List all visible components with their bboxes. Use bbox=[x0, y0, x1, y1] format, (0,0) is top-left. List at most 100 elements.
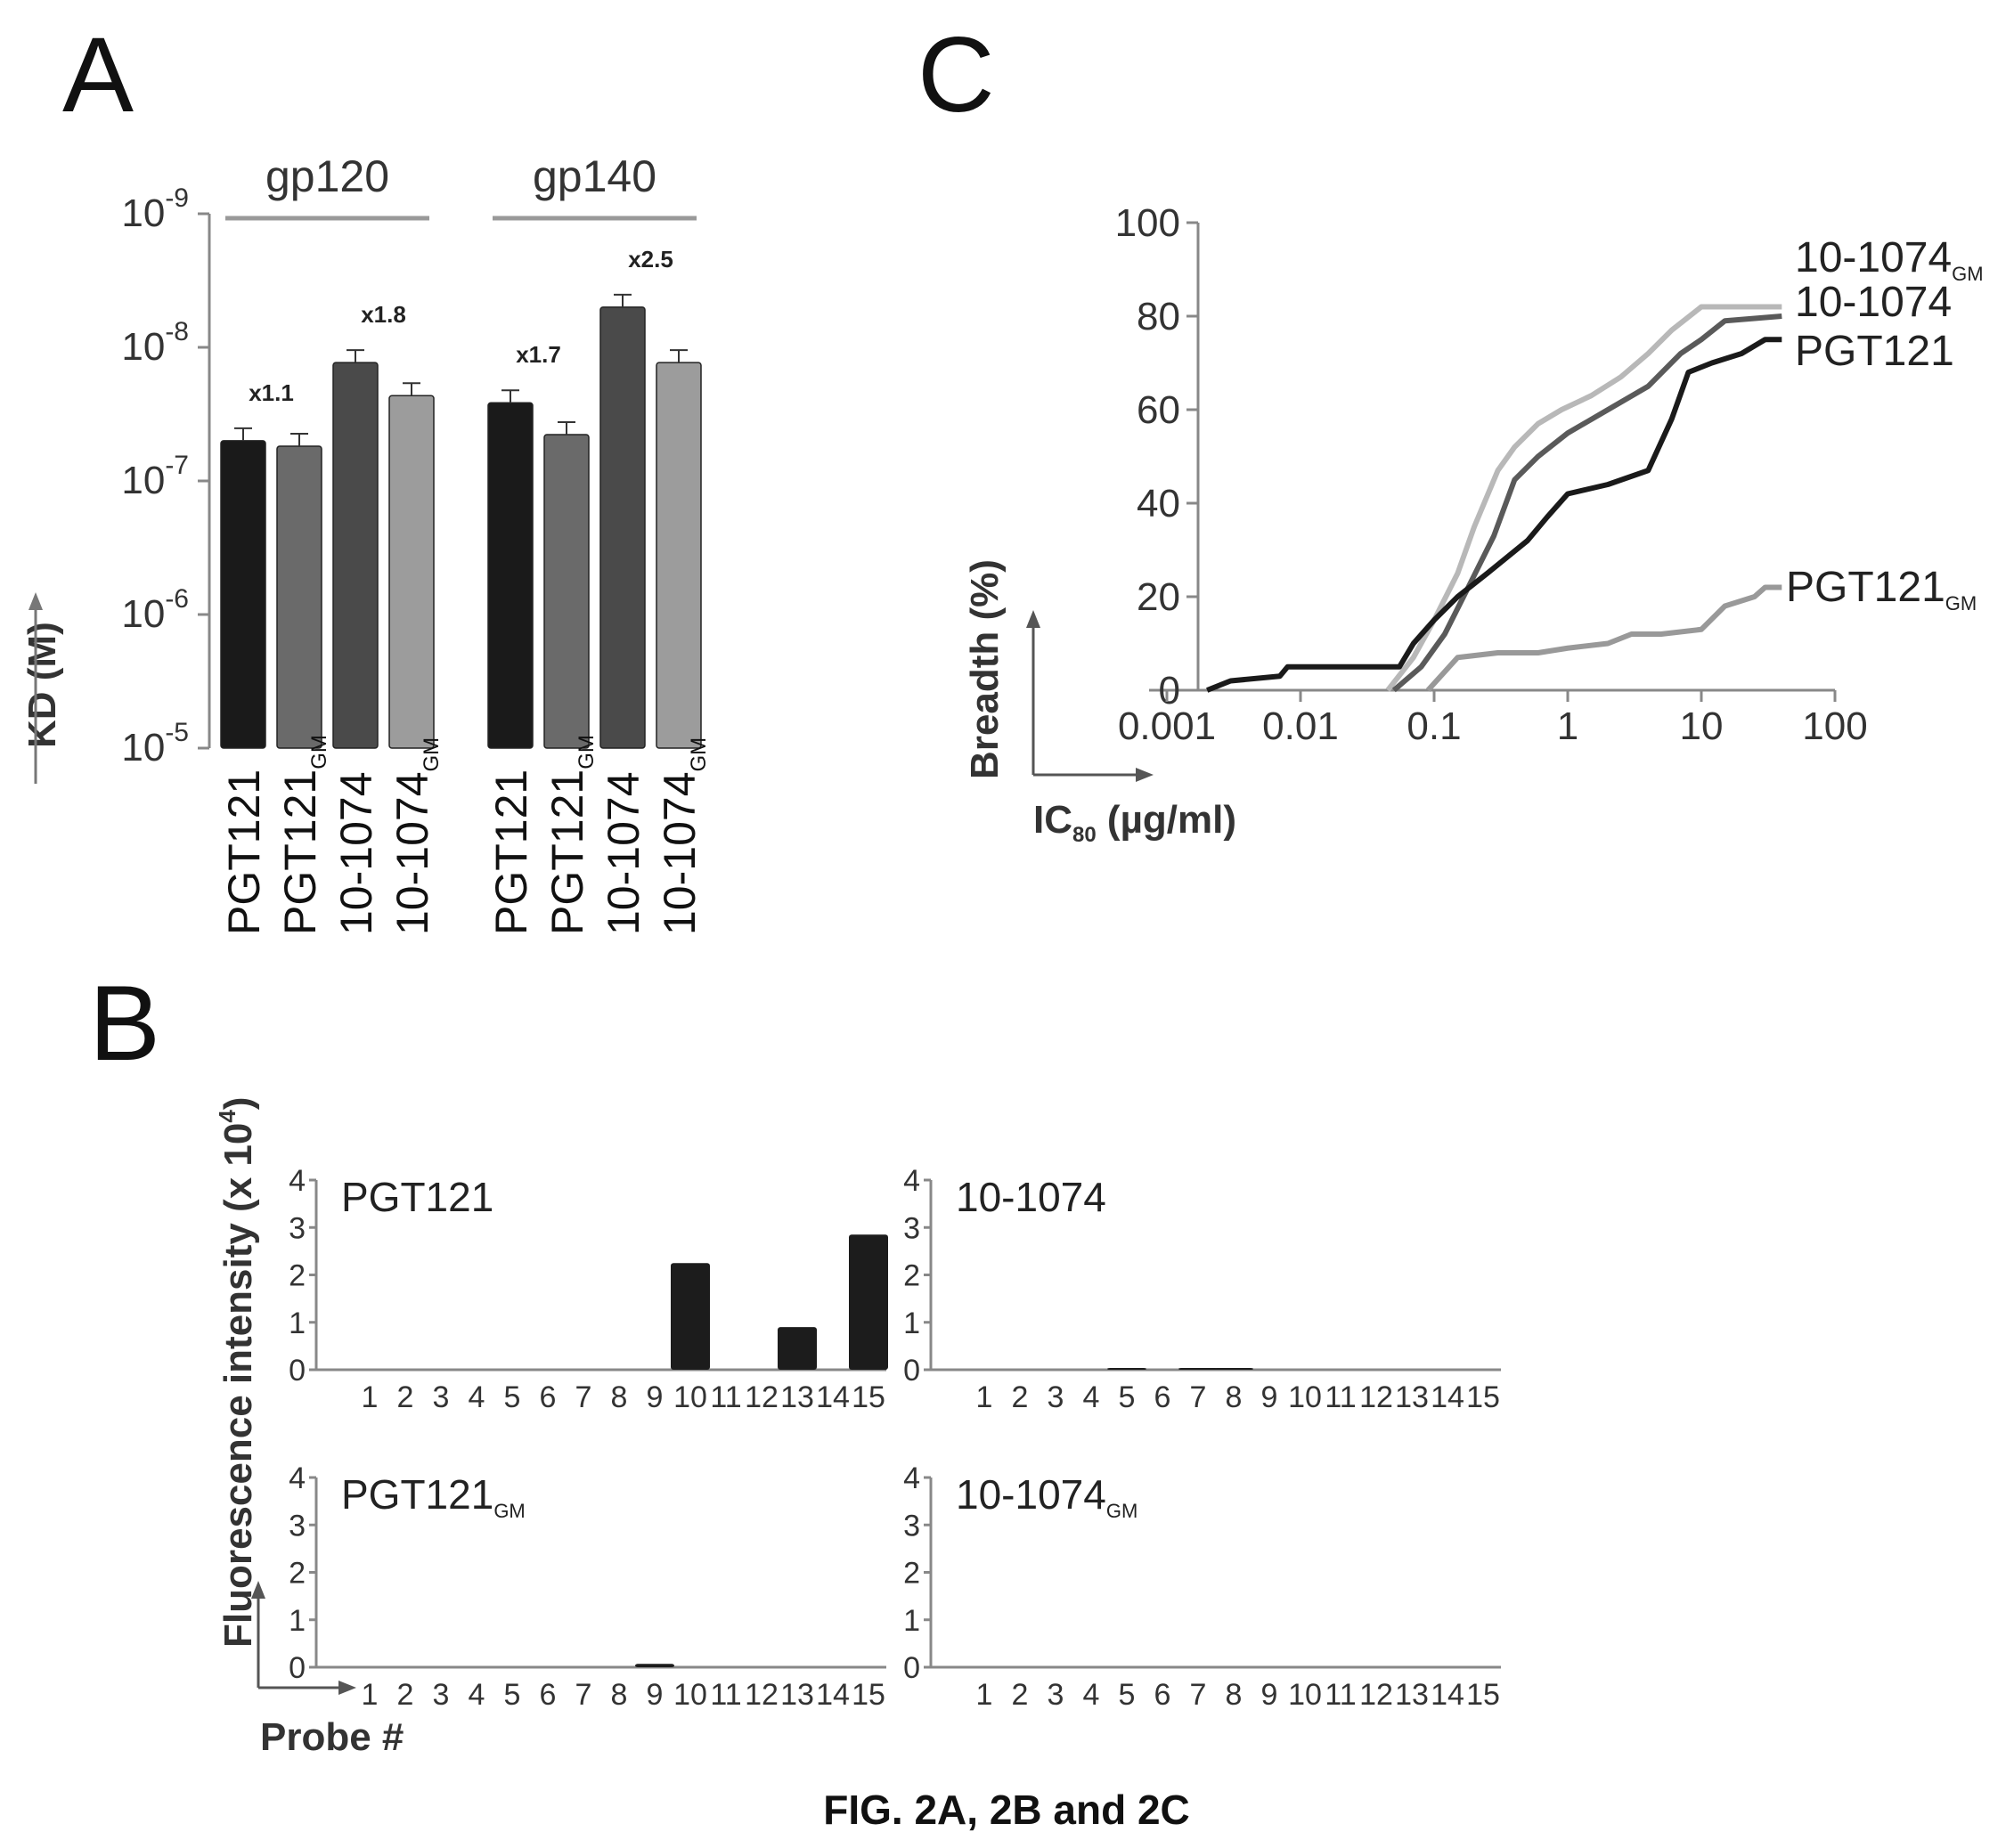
panel-a-y-tick-base: 10 bbox=[121, 191, 165, 235]
panel-a-category-name: PGT121 bbox=[219, 769, 269, 935]
panel-a-bar bbox=[220, 440, 266, 749]
panel-b-bar bbox=[849, 1234, 888, 1370]
panel-a-category-sub: GM bbox=[687, 737, 711, 772]
panel-b-y-tick-label: 3 bbox=[289, 1211, 306, 1245]
panel-b-x-tick-label: 7 bbox=[1190, 1380, 1207, 1414]
panel-b-x-tick-label: 10 bbox=[1288, 1678, 1322, 1712]
panel-c-series-label: PGT121 bbox=[1795, 328, 1954, 375]
panel-a-bar bbox=[656, 362, 702, 749]
panel-b-y-tick-label: 2 bbox=[289, 1259, 306, 1293]
panel-a-category-label: PGT121 bbox=[219, 769, 269, 935]
panel-b-xlabel: Probe # bbox=[260, 1715, 404, 1759]
panel-a-y-tick-base: 10 bbox=[121, 325, 165, 369]
panel-a-letter: A bbox=[62, 15, 134, 134]
panel-c-x-tick-label: 0.001 bbox=[1118, 704, 1216, 748]
panel-a-y-tick-exp: -9 bbox=[165, 183, 189, 213]
panel-a-category-label: 10-1074GM bbox=[655, 737, 711, 935]
panel-b-subplot-name: 10-1074 bbox=[956, 1174, 1106, 1220]
panel-b-x-tick-label: 3 bbox=[1048, 1678, 1064, 1712]
panel-b-subplot-title: PGT121GM bbox=[341, 1471, 526, 1522]
panel-b-subplot-title: 10-1074 bbox=[956, 1174, 1106, 1220]
panel-b-x-tick-label: 9 bbox=[1261, 1678, 1278, 1712]
panel-a-category-sub: GM bbox=[575, 735, 599, 769]
panel-c-y-tick-label: 0 bbox=[1159, 669, 1180, 712]
panel-b-ylabel-exp: 4 bbox=[214, 1110, 241, 1123]
panel-c-y-tick-label: 100 bbox=[1115, 201, 1180, 245]
panel-c-y-tick-label: 60 bbox=[1137, 388, 1180, 432]
panel-c-series-sub: GM bbox=[1945, 592, 1977, 615]
panel-b-y-tick-label: 3 bbox=[903, 1211, 920, 1245]
panel-c-series-name: PGT121 bbox=[1795, 328, 1954, 375]
panel-b-x-tick-label: 8 bbox=[611, 1380, 628, 1414]
panel-a-y-tick-base: 10 bbox=[121, 726, 165, 769]
panel-b-x-tick-label: 2 bbox=[1012, 1380, 1029, 1414]
panel-b-y-tick-label: 2 bbox=[289, 1557, 306, 1591]
panel-b-y-tick-label: 3 bbox=[903, 1509, 920, 1543]
panel-b-x-tick-label: 1 bbox=[976, 1380, 993, 1414]
panel-a-group-label: gp140 bbox=[533, 151, 656, 201]
panel-b-x-tick-label: 6 bbox=[540, 1678, 557, 1712]
panel-c-series-label: 10-1074 bbox=[1795, 279, 1952, 326]
panel-b-ylabel-end: ) bbox=[216, 1097, 260, 1111]
panel-b-x-tick-label: 5 bbox=[504, 1678, 521, 1712]
panel-b-letter: B bbox=[89, 964, 160, 1083]
panel-b-x-tick-label: 4 bbox=[469, 1678, 485, 1712]
panel-a-y-tick-label: 10-7 bbox=[121, 451, 189, 502]
panel-a-y-tick-label: 10-9 bbox=[121, 183, 189, 235]
panel-a-category-label: 10-1074GM bbox=[387, 737, 444, 935]
panel-b-x-tick-label: 13 bbox=[1395, 1380, 1429, 1414]
panel-a-y-tick-exp: -5 bbox=[165, 718, 189, 747]
panel-c-y-tick-label: 80 bbox=[1137, 295, 1180, 338]
panel-c-letter: C bbox=[917, 15, 995, 134]
panel-b-x-tick-label: 4 bbox=[1083, 1678, 1100, 1712]
panel-b-bar bbox=[1107, 1368, 1146, 1370]
panel-b-x-tick-label: 14 bbox=[1431, 1678, 1464, 1712]
panel-a-group-label: gp120 bbox=[265, 151, 389, 201]
panel-c-x-tick-label: 10 bbox=[1680, 704, 1724, 748]
panel-b-x-tick-label: 15 bbox=[1466, 1678, 1500, 1712]
panel-b-x-tick-label: 9 bbox=[647, 1678, 664, 1712]
panel-b-x-tick-label: 11 bbox=[710, 1380, 741, 1414]
panel-b-x-tick-label: 13 bbox=[1395, 1678, 1429, 1712]
panel-b-x-tick-label: 3 bbox=[433, 1678, 450, 1712]
panel-a-y-tick-label: 10-5 bbox=[121, 718, 189, 769]
panel-c-series-line bbox=[1385, 304, 1782, 692]
panel-b-y-tick-label: 2 bbox=[903, 1259, 920, 1293]
panel-a-bar bbox=[276, 445, 322, 749]
panel-c-x-tick-label: 0.01 bbox=[1262, 704, 1339, 748]
panel-b-y-tick-label: 1 bbox=[903, 1307, 920, 1340]
panel-c-lines bbox=[1206, 304, 1782, 693]
panel-a-bar bbox=[599, 306, 646, 749]
panel-c-series-line bbox=[1391, 313, 1782, 693]
panel-c-series-name: 10-1074 bbox=[1795, 279, 1952, 326]
panel-b-y-tick-label: 4 bbox=[289, 1461, 306, 1495]
panel-b-x-tick-label: 4 bbox=[469, 1380, 485, 1414]
panel-b-y-tick-label: 4 bbox=[903, 1461, 920, 1495]
panel-a-category-name: PGT121 bbox=[275, 769, 325, 935]
panel-b-x-tick-label: 11 bbox=[1325, 1380, 1356, 1414]
panel-c-series-line bbox=[1206, 337, 1782, 693]
panel-c-y-tick-label: 20 bbox=[1137, 575, 1180, 619]
panel-b-subplot-name: 10-1074 bbox=[956, 1471, 1106, 1518]
panel-b-x-tick-label: 14 bbox=[816, 1380, 850, 1414]
panel-b-bar bbox=[1214, 1368, 1253, 1370]
panel-a-y-tick-exp: -7 bbox=[165, 451, 189, 480]
panel-b-x-tick-label: 13 bbox=[780, 1678, 814, 1712]
panel-b-x-tick-label: 6 bbox=[1154, 1678, 1171, 1712]
panel-b-y-tick-label: 0 bbox=[289, 1354, 306, 1388]
panel-b-x-tick-label: 12 bbox=[745, 1678, 779, 1712]
panel-b-x-tick-label: 8 bbox=[1226, 1678, 1243, 1712]
panel-b-bar bbox=[778, 1327, 817, 1370]
panel-c-ylabel-arrowhead bbox=[1026, 610, 1040, 628]
panel-c-series-label: PGT121GM bbox=[1786, 564, 1977, 615]
panel-b-y-tick-label: 2 bbox=[903, 1557, 920, 1591]
panel-b-bar bbox=[671, 1263, 710, 1370]
panel-c-xlabel-main: IC bbox=[1033, 798, 1072, 842]
panel-b-x-tick-label: 15 bbox=[852, 1380, 885, 1414]
panel-b-ylabel: Fluorescence intensity (x 104) bbox=[214, 1097, 260, 1648]
panel-c-xlabel-arrowhead bbox=[1136, 768, 1154, 782]
panel-c-series-line bbox=[1425, 584, 1782, 693]
